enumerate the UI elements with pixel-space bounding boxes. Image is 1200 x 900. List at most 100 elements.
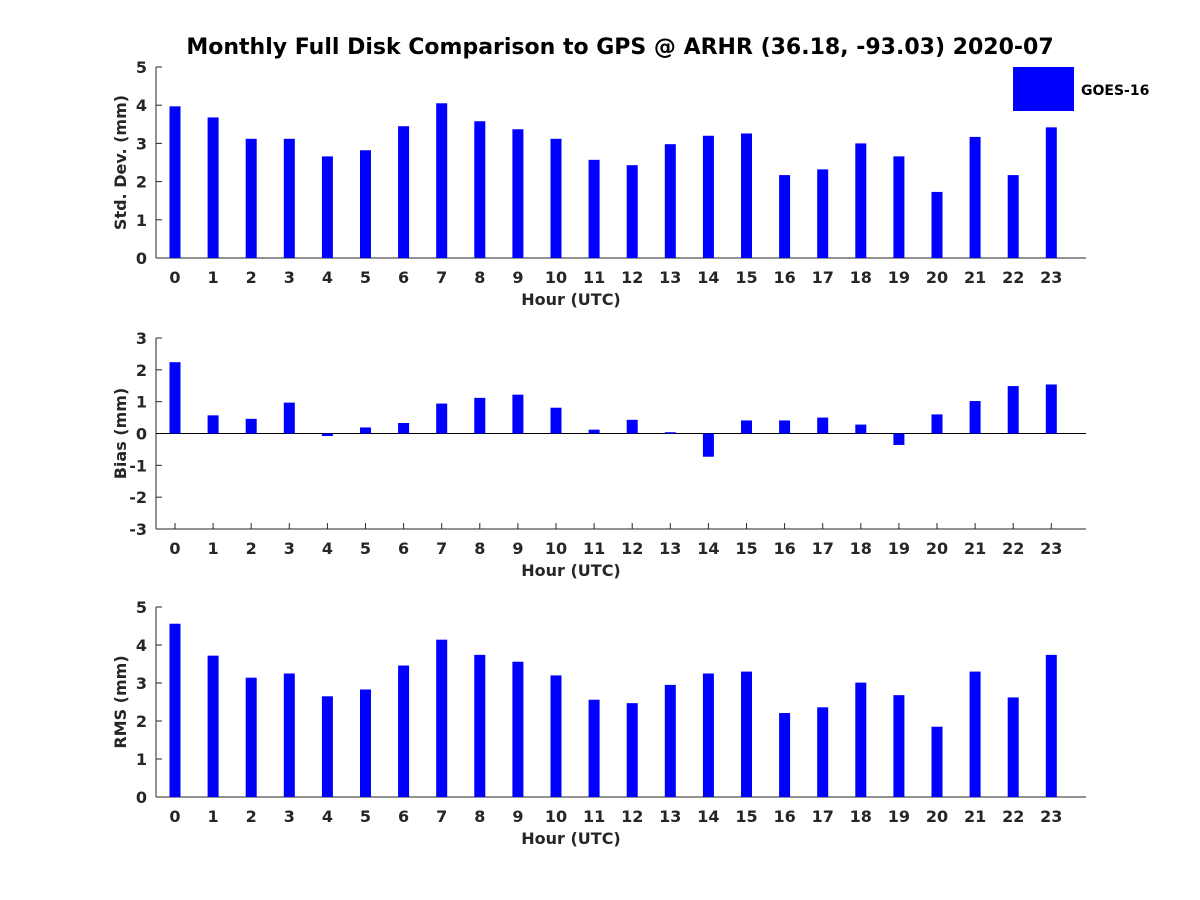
panel-2-bar [436,403,448,434]
panel-2-bar [626,419,638,434]
panel-2-x-tick-label: 7 [436,539,447,558]
panel-2-bar [588,429,600,434]
panel-1-x-tick-label: 17 [812,268,834,287]
panel-2-bar [855,424,867,434]
panel-2-x-tick-label: 19 [888,539,910,558]
panel-1-bar [664,144,676,258]
panel-3-y-tick-label: 5 [136,598,147,617]
panel-3-bar [436,639,448,797]
panel-1-x-tick-label: 19 [888,268,910,287]
panel-2-x-tick-label: 8 [474,539,485,558]
panel-1-x-tick-label: 3 [284,268,295,287]
panel-2-bar [893,433,905,445]
panel-1-bar [169,106,181,258]
panel-1-x-tick-label: 15 [735,268,757,287]
panel-1-bar [550,138,562,258]
panel-1-y-tick-label: 5 [136,58,147,77]
panel-1-bar [779,175,791,258]
panel-3-x-tick-label: 21 [964,807,986,826]
panel-1-x-tick-label: 21 [964,268,986,287]
panel-3-bar [283,673,295,797]
panel-1-y-tick-label: 4 [136,96,147,115]
panel-2-x-tick-label: 1 [208,539,219,558]
panel-3-x-tick-label: 19 [888,807,910,826]
panel-3-x-tick-label: 12 [621,807,643,826]
panel-2-bar [398,422,410,434]
panel-3-x-tick-label: 17 [812,807,834,826]
panel-2-x-tick-label: 10 [545,539,567,558]
panel-1-x-tick-label: 6 [398,268,409,287]
panel-3-x-tick-label: 18 [850,807,872,826]
panel-3-x-tick-label: 5 [360,807,371,826]
panel-1-x-tick-label: 20 [926,268,948,287]
panel-2-x-tick-label: 17 [812,539,834,558]
panel-2-bar [474,397,486,434]
panel-1-bar [474,121,486,258]
panel-1-x-tick-label: 11 [583,268,605,287]
panel-2-x-tick-label: 3 [284,539,295,558]
panel-3-x-tick-label: 16 [773,807,795,826]
panel-3-x-tick-label: 23 [1040,807,1062,826]
panel-1-bar [283,138,295,258]
panel-2-bar [169,362,181,434]
panel-2-y-tick-label: 0 [136,425,147,444]
panel-1-bar [436,103,448,258]
panel-3-x-tick-label: 14 [697,807,719,826]
panel-2-bar [702,433,714,457]
panel-1-y-tick-label: 3 [136,134,147,153]
panel-2-bar [283,402,295,434]
panel-1-bar [398,126,410,259]
panel-3-x-tick-label: 1 [208,807,219,826]
panel-3-x-tick-label: 6 [398,807,409,826]
panel-2-x-tick-label: 18 [850,539,872,558]
panel-3-bar [626,703,638,797]
panel-2-bar [512,394,524,434]
panel-3-x-tick-label: 15 [735,807,757,826]
panel-3-y-tick-label: 4 [136,636,147,655]
panel-1-bar [360,150,371,258]
panel-3-y-tick-label: 2 [136,712,147,731]
panel-3-bar [1045,654,1057,797]
panel-3-x-tick-label: 7 [436,807,447,826]
panel-2-x-tick-label: 16 [773,539,795,558]
panel-3-x-tick-label: 2 [246,807,257,826]
panel-2-bar [207,415,219,434]
panel-1-x-tick-label: 23 [1040,268,1062,287]
panel-3-bar [741,671,752,797]
panel-3-bar [855,682,867,797]
panel-2-bar [1045,384,1057,434]
panel-2-x-tick-label: 6 [398,539,409,558]
panel-2-bar [245,418,257,434]
panel-2-y-tick-label: -3 [129,520,147,539]
panel-1-x-tick-label: 1 [208,268,219,287]
panel-1-bar [855,143,867,258]
panel-3-y-axis-label: RMS (mm) [111,655,130,748]
panel-1-bar [931,191,943,258]
panel-3-x-tick-label: 8 [474,807,485,826]
panel-1-bar [1045,127,1057,258]
panel-2-x-tick-label: 14 [697,539,719,558]
panel-3-bar [969,671,981,797]
panel-3-bar [321,696,333,797]
panel-3-x-axis-label: Hour (UTC) [521,829,621,848]
panel-2-x-tick-label: 15 [735,539,757,558]
panel-1-y-tick-label: 0 [136,249,147,268]
panel-1-bar [702,135,714,258]
panel-3-y-tick-label: 0 [136,788,147,807]
panel-3-bar [398,665,410,797]
panel-3-y-tick-label: 3 [136,674,147,693]
panel-2-y-axis-label: Bias (mm) [111,388,130,480]
panel-2-x-tick-label: 11 [583,539,605,558]
panel-3-bar [474,654,486,797]
panel-2-x-tick-label: 20 [926,539,948,558]
panel-1-x-tick-label: 4 [322,268,333,287]
legend-label: GOES-16 [1081,83,1149,99]
panel-1-x-tick-label: 2 [246,268,257,287]
panel-1-x-axis-label: Hour (UTC) [521,290,621,309]
panel-3-x-tick-label: 0 [169,807,180,826]
panel-2-x-tick-label: 9 [512,539,523,558]
panel-1-bar [512,129,524,258]
panel-2-y-tick-label: -1 [129,456,147,475]
panel-2-x-tick-label: 12 [621,539,643,558]
